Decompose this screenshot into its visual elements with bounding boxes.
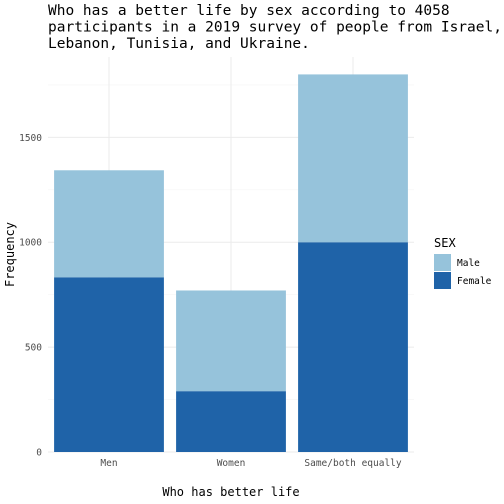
legend-label-female: Female <box>457 276 492 287</box>
title-line: Who has a better life by sex according t… <box>48 3 450 19</box>
legend-label-male: Male <box>457 258 480 269</box>
y-axis-title: Frequency <box>3 222 17 287</box>
y-tick-label: 0 <box>36 448 42 459</box>
bar-female <box>176 391 286 452</box>
x-tick-label: Same/both equally <box>304 458 402 469</box>
legend-title: SEX <box>434 236 456 250</box>
y-tick-label: 500 <box>25 343 42 354</box>
title-line: Lebanon, Tunisia, and Ukraine. <box>48 36 310 52</box>
y-tick-label: 1000 <box>19 238 42 249</box>
bar-male <box>298 74 408 243</box>
title-line: participants in a 2019 survey of people … <box>48 20 502 36</box>
bar-female <box>54 277 164 452</box>
bar-male <box>54 170 164 278</box>
legend-swatch-male <box>434 254 451 271</box>
bar-female <box>298 242 408 452</box>
bars <box>54 74 408 452</box>
x-tick-label: Women <box>217 458 246 469</box>
x-axis-title: Who has better life <box>162 485 299 499</box>
bar-male <box>176 290 286 392</box>
chart-title: Who has a better life by sex according t… <box>48 3 502 52</box>
x-axis: Men Women Same/both equally <box>100 458 401 469</box>
y-axis: 0 500 1000 1500 <box>19 133 42 459</box>
y-tick-label: 1500 <box>19 133 42 144</box>
x-tick-label: Men <box>100 458 117 469</box>
legend-swatch-female <box>434 272 451 289</box>
